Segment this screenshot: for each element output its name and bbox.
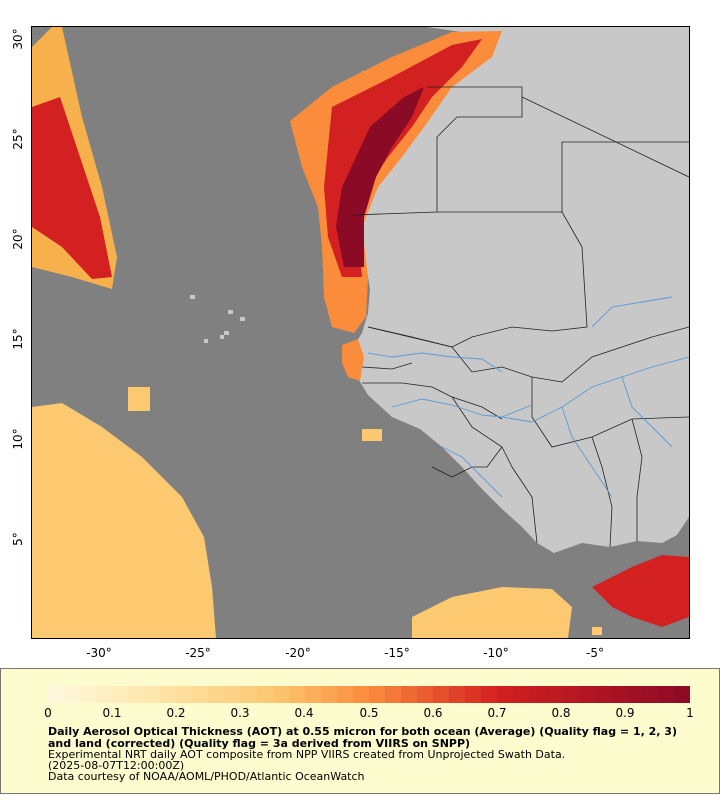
colorbar-cell: [625, 686, 642, 703]
cape-verde-islands: [190, 295, 245, 343]
colorbar-cell: [304, 686, 321, 703]
colorbar-tick-label: 0.2: [166, 706, 186, 720]
colorbar-cell: [593, 686, 610, 703]
aot-patch: [128, 387, 150, 411]
lat-tick-label: 30°: [11, 28, 25, 50]
colorbar-tick-label: 0.6: [423, 706, 443, 720]
colorbar-tick-label: 0.1: [102, 706, 122, 720]
africa-land: [352, 27, 689, 553]
colorbar-tick-label: 0.4: [294, 706, 314, 720]
colorbar-cell: [401, 686, 418, 703]
legend-title: Daily Aerosol Optical Thickness (AOT) at…: [48, 725, 677, 750]
colorbar-tick-label: 0: [44, 706, 52, 720]
lat-tick-label: 5°: [11, 532, 25, 546]
aot-swath-coastal-high: [324, 39, 482, 277]
lon-tick-label: -5°: [586, 646, 604, 660]
colorbar-cell: [208, 686, 225, 703]
colorbar-cell: [384, 686, 402, 703]
colorbar-cell: [529, 686, 546, 703]
aot-swath-gulf: [592, 555, 689, 627]
colorbar-tick-label: 0.9: [615, 706, 635, 720]
lon-tick-label: -20°: [285, 646, 311, 660]
colorbar-cell: [545, 686, 562, 703]
colorbar-cell: [657, 686, 674, 703]
colorbar-cell: [513, 686, 530, 703]
lat-tick-label: 10°: [11, 428, 25, 450]
colorbar-cell: [192, 686, 209, 703]
aot-swath-south: [412, 587, 572, 638]
colorbar-cell: [433, 686, 450, 703]
colorbar-cell: [144, 686, 161, 703]
aot-swath-senegal: [342, 339, 364, 381]
aot-colorbar: [48, 686, 690, 703]
colorbar-cell: [256, 686, 273, 703]
lat-tick-label: 20°: [11, 228, 25, 250]
colorbar-cell: [48, 686, 65, 703]
aot-patch: [592, 627, 602, 635]
map-plot-area: [31, 26, 690, 639]
colorbar-cell: [352, 686, 369, 703]
colorbar-cell: [112, 686, 129, 703]
colorbar-cell: [160, 686, 177, 703]
lon-tick-label: -25°: [185, 646, 211, 660]
aot-swath-coastal-max: [336, 87, 424, 267]
aot-patch: [362, 429, 382, 441]
rivers: [367, 296, 689, 498]
country-borders: [351, 86, 689, 548]
colorbar-cell: [561, 686, 578, 703]
aot-swath-west-north-high: [32, 97, 112, 279]
colorbar-cell: [577, 686, 594, 703]
lon-tick-label: -15°: [384, 646, 410, 660]
colorbar-cell: [465, 686, 482, 703]
colorbar-cell: [449, 686, 466, 703]
legend-source-line: Experimental NRT daily AOT composite fro…: [48, 748, 566, 761]
colorbar-cell: [64, 686, 81, 703]
legend-panel: 0 0.1 0.2 0.3 0.4 0.5 0.6 0.7 0.8 0.9 1 …: [0, 668, 720, 794]
colorbar-cell: [80, 686, 97, 703]
colorbar-cell: [609, 686, 626, 703]
lat-tick-label: 25°: [11, 128, 25, 150]
legend-timestamp: (2025-08-07T12:00:00Z): [48, 759, 185, 772]
colorbar-cell: [368, 686, 385, 703]
colorbar-cell: [96, 686, 113, 703]
aot-swaths: [32, 27, 689, 638]
aot-map: [32, 27, 689, 638]
colorbar-tick-label: 1: [686, 706, 694, 720]
colorbar-cell: [128, 686, 145, 703]
colorbar-cell: [240, 686, 257, 703]
lon-tick-label: -30°: [86, 646, 112, 660]
colorbar-cell: [288, 686, 305, 703]
colorbar-cell: [320, 686, 337, 703]
colorbar-cell: [673, 686, 690, 703]
colorbar-tick-label: 0.5: [359, 706, 379, 720]
colorbar-cell: [224, 686, 241, 703]
colorbar-tick-label: 0.7: [487, 706, 507, 720]
lon-tick-label: -10°: [483, 646, 509, 660]
legend-credit: Data courtesy of NOAA/AOML/PHOD/Atlantic…: [48, 770, 365, 783]
colorbar-cell: [641, 686, 658, 703]
colorbar-cell: [417, 686, 434, 703]
colorbar-cell: [497, 686, 514, 703]
colorbar-cell: [481, 686, 498, 703]
colorbar-cell: [272, 686, 289, 703]
lat-tick-label: 15°: [11, 328, 25, 350]
aot-swath-west-south: [32, 403, 216, 638]
colorbar-tick-label: 0.3: [230, 706, 250, 720]
colorbar-tick-label: 0.8: [551, 706, 571, 720]
colorbar-cell: [176, 686, 193, 703]
colorbar-cell: [336, 686, 353, 703]
